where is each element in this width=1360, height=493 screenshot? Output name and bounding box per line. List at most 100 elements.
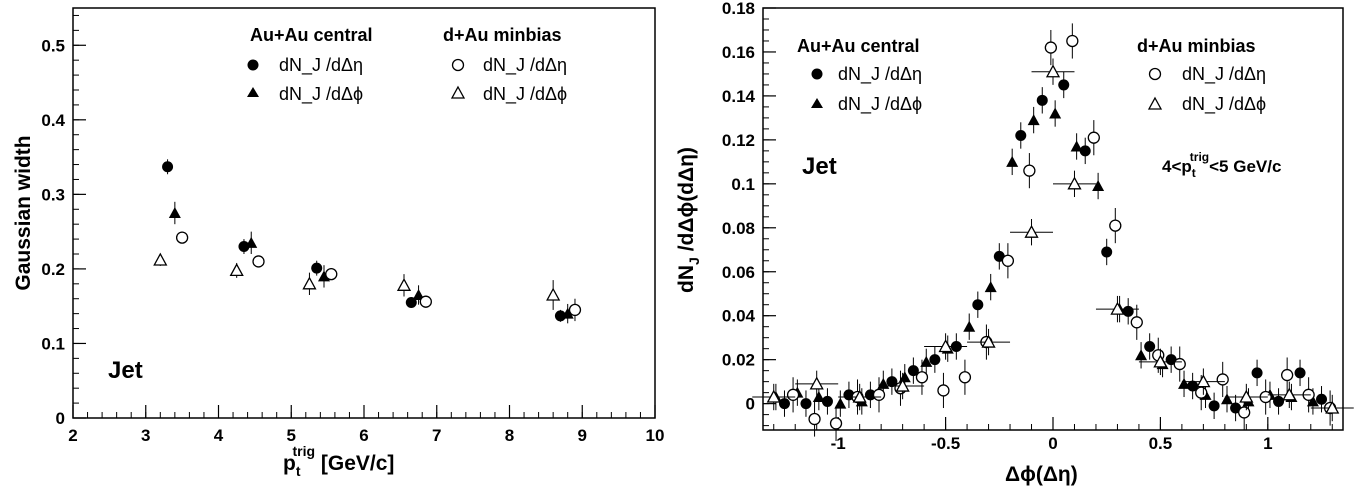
right-legend-entry-1: dN_J /dΔη — [838, 64, 922, 85]
left-legend-entry-2: dN_J /dΔϕ — [279, 84, 363, 105]
right-data-point — [984, 281, 997, 293]
right-data-point — [1079, 145, 1091, 157]
left-data-point — [229, 263, 244, 277]
right-data-point — [929, 354, 941, 366]
left-data-point — [168, 207, 181, 218]
right-data-point — [1092, 180, 1105, 192]
right-data-point — [1122, 305, 1134, 317]
left-x-tick-label: 4 — [214, 426, 224, 445]
left-legend-marker-open-triangle — [450, 85, 466, 99]
right-annotation: Jet — [802, 153, 837, 180]
left-data-point — [252, 255, 265, 268]
right-data-point — [1280, 368, 1294, 382]
left-series-0 — [162, 159, 566, 322]
right-legend-entry-3: dN_J /dΔη — [1182, 64, 1266, 85]
left-data-point — [238, 241, 250, 253]
right-data-point — [1045, 64, 1061, 78]
left-series-3 — [153, 252, 561, 310]
left-plot-frame — [72, 7, 656, 419]
right-y-tick-label: 0.14 — [722, 87, 756, 106]
left-x-tick-label: 7 — [432, 426, 441, 445]
right-legend-marker-filled-triangle — [811, 98, 823, 108]
left-y-tick-label: 0.2 — [41, 260, 65, 279]
right-data-point — [981, 334, 996, 348]
right-data-point — [1087, 131, 1100, 144]
left-data-point — [546, 287, 561, 301]
left-xlabel: pttrig [GeV/c] — [283, 443, 394, 479]
right-data-point — [1325, 400, 1340, 414]
right-data-point — [1144, 340, 1156, 352]
left-x-tick-label: 5 — [287, 426, 296, 445]
left-legend-header-auau: Au+Au central — [250, 25, 373, 45]
right-data-point — [766, 389, 781, 403]
right-data-point — [1058, 79, 1070, 91]
right-series-1 — [769, 100, 1319, 417]
right-data-point — [812, 391, 825, 403]
left-y-tick-label: 0.4 — [41, 111, 65, 130]
left-data-point — [317, 270, 330, 282]
right-y-tick-label: 0 — [746, 395, 755, 414]
right-data-point — [1195, 386, 1208, 399]
left-y-tick-label: 0.3 — [41, 185, 65, 204]
right-x-tick-label: -1 — [831, 434, 846, 453]
left-legend-entry-1: dN_J /dΔη — [279, 55, 363, 76]
right-data-point — [1208, 400, 1220, 412]
right-data-point — [1294, 367, 1306, 379]
left-data-point — [175, 231, 189, 244]
left-data-point — [325, 267, 338, 281]
right-legend-box-auau — [791, 32, 951, 130]
left-annotation: Jet — [108, 357, 143, 384]
right-data-point — [1178, 377, 1191, 389]
right-y-tick-label: 0.02 — [722, 351, 755, 370]
right-data-point — [1067, 176, 1082, 190]
right-data-point — [1251, 367, 1263, 379]
right-data-point — [800, 398, 812, 410]
right-data-point — [907, 365, 919, 377]
right-data-point — [1006, 155, 1019, 167]
right-data-point — [1130, 316, 1143, 329]
right-data-point — [1044, 41, 1058, 54]
right-data-point — [1023, 164, 1036, 177]
right-data-point — [1070, 140, 1083, 152]
right-data-point — [898, 371, 911, 383]
left-series-2 — [175, 231, 582, 322]
right-legend-marker-open-circle — [1148, 67, 1162, 81]
right-data-point — [1024, 224, 1039, 238]
right-data-point — [1239, 389, 1254, 403]
left-x-tick-label: 9 — [578, 426, 587, 445]
right-data-point — [1196, 374, 1211, 388]
right-data-point — [1001, 254, 1015, 267]
left-x-tick-label: 3 — [141, 426, 150, 445]
left-x-tick-label: 10 — [646, 426, 665, 445]
right-data-point — [786, 388, 800, 401]
right-data-point — [1273, 395, 1285, 407]
left-y-tick-label: 0 — [56, 409, 65, 428]
left-data-point — [568, 303, 582, 317]
right-y-tick-label: 0.12 — [722, 131, 755, 150]
left-data-point — [396, 277, 412, 291]
right-legend-entry-2: dN_J /dΔϕ — [838, 94, 922, 115]
right-data-point — [915, 371, 929, 384]
right-data-point — [1153, 354, 1168, 368]
right-y-tick-label: 0.18 — [722, 0, 755, 18]
right-y-tick-label: 0.06 — [722, 263, 755, 282]
right-x-tick-label: 0 — [1048, 434, 1057, 453]
right-data-point — [834, 397, 847, 409]
right-data-point — [778, 398, 790, 410]
right-series-0 — [778, 71, 1328, 422]
right-data-point — [1027, 114, 1040, 126]
left-data-point — [153, 252, 168, 266]
right-x-tick-label: 0.5 — [1149, 434, 1173, 453]
left-data-point — [302, 276, 317, 290]
right-legend-marker-filled-circle — [811, 68, 823, 80]
right-ylabel: dNJ /dΔϕ(dΔη) — [675, 147, 702, 293]
right-data-point — [852, 389, 867, 403]
right-data-point — [1306, 395, 1319, 407]
left-data-point — [245, 236, 258, 248]
right-x-tick-label: -0.5 — [931, 434, 960, 453]
right-legend-header-auau: Au+Au central — [797, 36, 920, 56]
right-note: 4<pttrig<5 GeV/c — [1162, 150, 1281, 180]
right-data-point — [1015, 129, 1027, 141]
right-data-point — [1221, 393, 1233, 405]
right-legend-box-dau — [1130, 32, 1280, 130]
